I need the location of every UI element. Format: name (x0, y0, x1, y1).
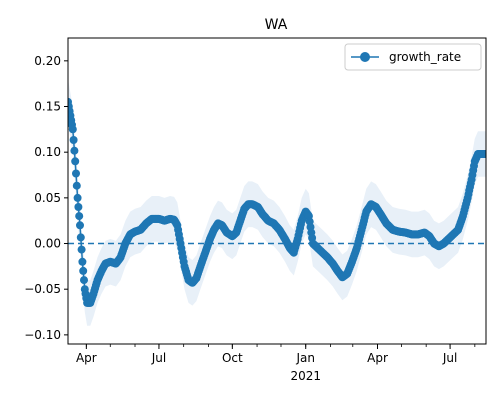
y-axis: −0.10 −0.05 0.00 0.05 0.10 0.15 0.20 (24, 54, 68, 342)
data-point (482, 150, 486, 158)
data-point (68, 125, 77, 134)
confidence-band-layer (68, 79, 486, 326)
chart-title: WA (265, 17, 288, 33)
legend-entry-growth-rate: growth_rate (389, 50, 461, 64)
data-point (70, 146, 79, 155)
data-point (73, 193, 82, 202)
legend: growth_rate (344, 43, 482, 71)
x-tick-sublabel: 2021 (290, 369, 321, 383)
x-tick-label: Apr (76, 351, 97, 365)
data-point (79, 266, 88, 275)
series-line (68, 101, 486, 304)
data-point (69, 136, 78, 144)
x-tick-label: Apr (367, 351, 388, 365)
data-point (71, 157, 80, 166)
y-tick-label: −0.10 (24, 328, 61, 342)
data-point (74, 203, 83, 211)
x-axis: Apr Jul Oct Jan 2021 Apr Jul (76, 344, 476, 383)
x-tick-label: Jul (151, 351, 166, 365)
data-point (77, 245, 86, 254)
y-tick-label: 0.15 (34, 100, 61, 114)
x-tick-label: Jul (442, 351, 457, 365)
plot-frame (67, 37, 487, 345)
series-layer (68, 97, 486, 307)
y-tick-label: −0.05 (24, 282, 61, 296)
x-tick-label: Jan (295, 351, 315, 365)
legend-dot-marker (360, 52, 370, 62)
y-tick-label: 0.20 (34, 54, 61, 68)
data-point (80, 276, 88, 285)
data-point (72, 169, 80, 178)
y-tick-label: 0.10 (34, 145, 61, 159)
data-point (75, 212, 84, 221)
data-point (76, 221, 84, 230)
confidence-band (68, 79, 486, 326)
y-tick-label: 0.00 (34, 237, 61, 251)
data-point (78, 257, 87, 266)
legend-box (344, 43, 482, 71)
series-markers (68, 97, 486, 307)
x-tick-label: Oct (222, 351, 243, 365)
y-tick-label: 0.05 (34, 191, 61, 205)
data-point (76, 233, 85, 242)
data-point (72, 181, 81, 190)
